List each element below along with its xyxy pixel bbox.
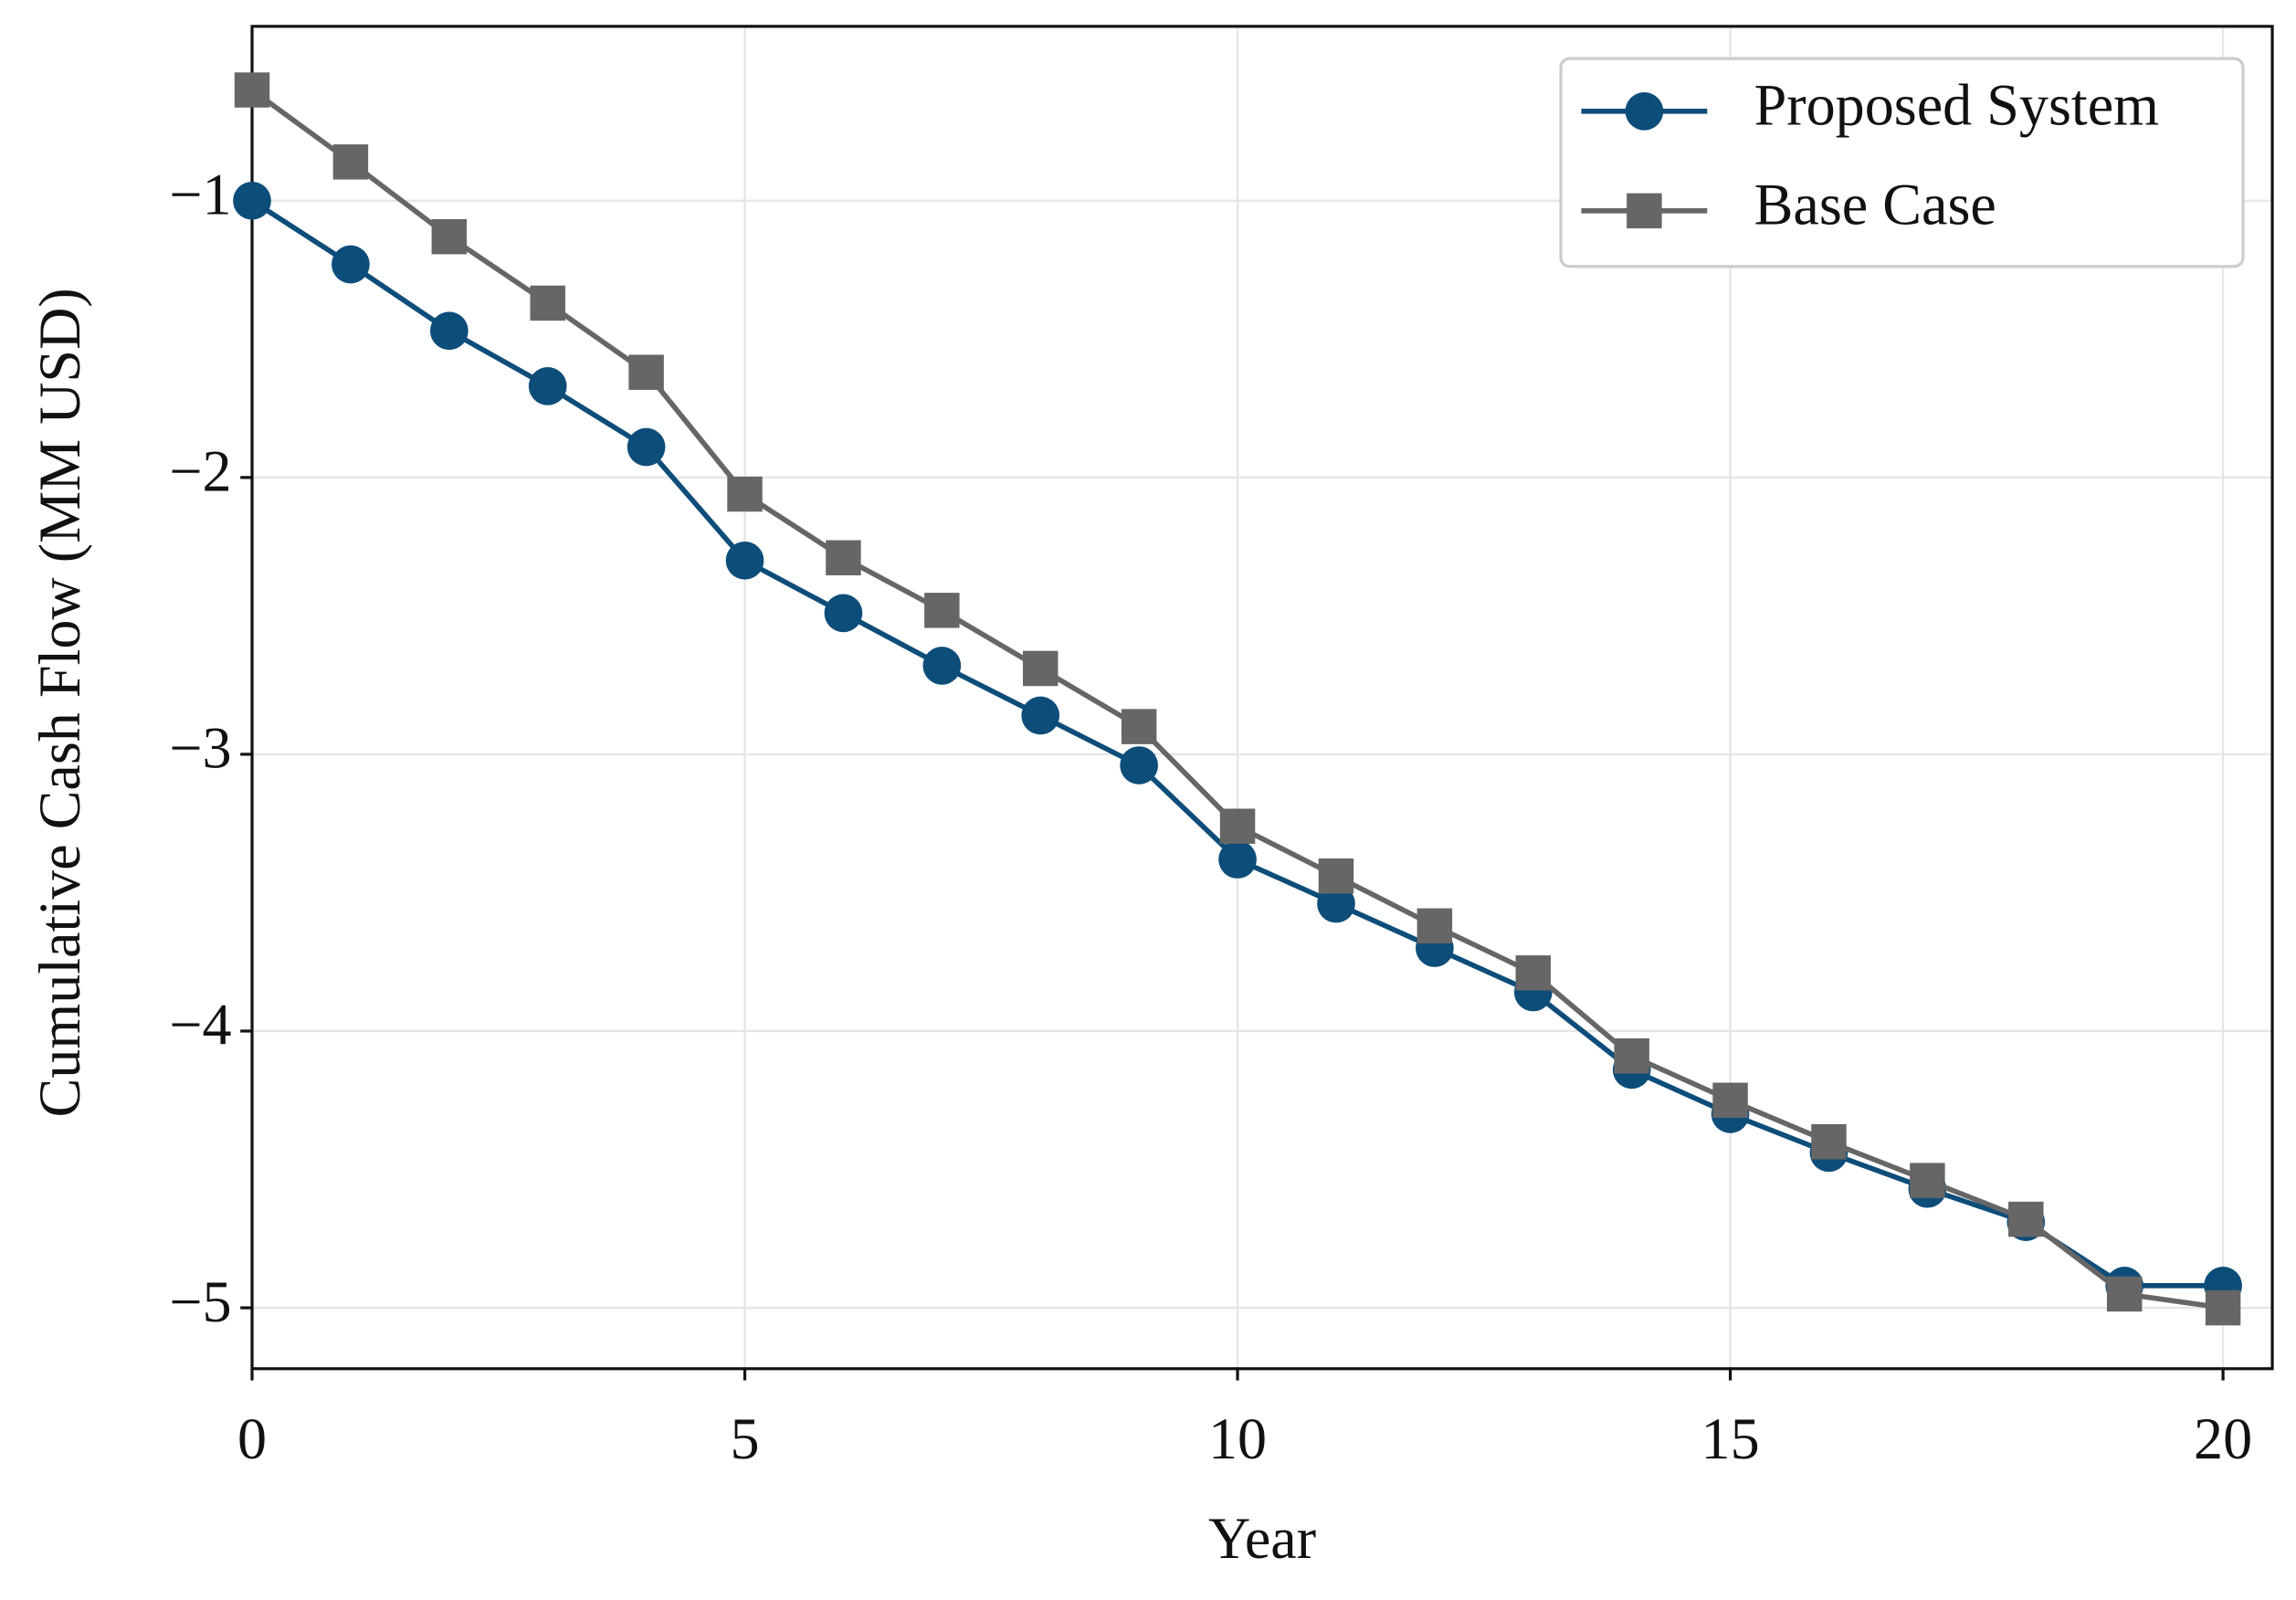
x-tick-label: 15 bbox=[1701, 1406, 1760, 1471]
square-marker bbox=[1712, 1082, 1748, 1118]
x-axis-label: Year bbox=[1208, 1506, 1316, 1571]
circle-marker bbox=[233, 181, 271, 220]
square-marker bbox=[826, 540, 861, 575]
square-marker bbox=[1023, 650, 1058, 687]
square-marker bbox=[431, 218, 468, 255]
plot-frame bbox=[250, 25, 2274, 1371]
square-marker bbox=[1811, 1123, 1847, 1160]
square-marker bbox=[1614, 1038, 1649, 1074]
circle-marker bbox=[725, 541, 764, 580]
y-axis-label: Cumulative Cash Flow (MM USD) bbox=[27, 288, 92, 1117]
legend-label: Proposed System bbox=[1754, 73, 2159, 138]
square-marker bbox=[1219, 808, 1256, 844]
circle-marker bbox=[627, 427, 666, 467]
legend: Proposed System Base Case bbox=[1559, 57, 2245, 268]
square-marker bbox=[924, 593, 960, 628]
square-marker bbox=[1417, 908, 1453, 944]
circle-marker bbox=[528, 367, 567, 405]
circle-marker bbox=[922, 647, 962, 685]
square-marker bbox=[727, 476, 763, 512]
square-marker bbox=[332, 144, 369, 180]
x-tick-label: 10 bbox=[1208, 1406, 1267, 1471]
square-marker bbox=[1318, 858, 1354, 894]
x-tick-label: 0 bbox=[237, 1406, 267, 1471]
circle-marker bbox=[1218, 840, 1257, 879]
square-marker bbox=[530, 285, 565, 321]
x-tick-label: 20 bbox=[2194, 1406, 2252, 1471]
square-marker bbox=[1910, 1163, 1945, 1198]
square-marker bbox=[2008, 1201, 2044, 1237]
square-marker bbox=[2205, 1289, 2241, 1326]
circle-marker bbox=[824, 594, 863, 633]
x-tick-label: 5 bbox=[730, 1406, 759, 1471]
square-marker bbox=[1515, 955, 1552, 991]
y-tick-label: −1 bbox=[169, 163, 231, 227]
square-marker bbox=[2106, 1276, 2143, 1312]
circle-marker bbox=[429, 311, 469, 351]
legend-marker bbox=[1627, 193, 1662, 229]
legend-box bbox=[1559, 57, 2245, 268]
circle-marker bbox=[1120, 746, 1158, 784]
y-tick-label: −4 bbox=[169, 993, 231, 1058]
circle-marker bbox=[332, 245, 370, 284]
legend-label: Base Case bbox=[1754, 173, 1996, 237]
circle-marker bbox=[1021, 696, 1060, 735]
square-marker bbox=[1121, 709, 1157, 744]
square-marker bbox=[234, 72, 270, 108]
legend-marker bbox=[1625, 91, 1664, 131]
y-tick-label: −3 bbox=[169, 716, 231, 781]
square-marker bbox=[628, 354, 664, 390]
y-tick-label: −2 bbox=[169, 439, 231, 504]
y-tick-label: −5 bbox=[169, 1269, 231, 1334]
circle-marker bbox=[1317, 884, 1355, 923]
